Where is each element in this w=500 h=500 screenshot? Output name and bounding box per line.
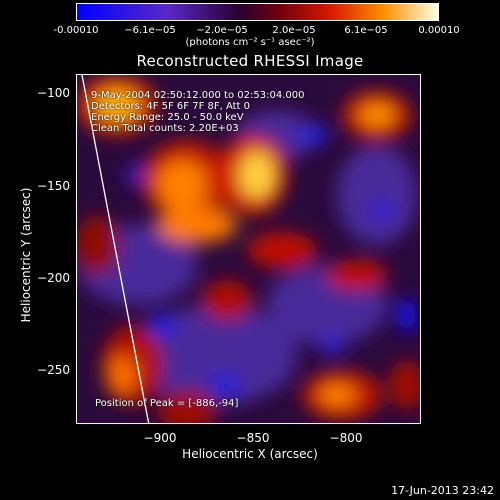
y-tick-label: −100 (37, 86, 70, 100)
colorbar-tick: -0.00010 (53, 25, 99, 36)
colorbar-tick: 6.1e−05 (344, 25, 388, 36)
x-axis-label: Heliocentric X (arcsec) (182, 447, 318, 461)
image-title: Reconstructed RHESSI Image (136, 52, 364, 70)
timestamp: 17-Jun-2013 23:42 (391, 484, 494, 497)
colorbar-gradient (77, 4, 438, 20)
peak-position-text: Position of Peak = [-886,-94] (95, 398, 239, 409)
image-blobs (77, 75, 420, 423)
y-tick-label: −150 (37, 179, 70, 193)
y-axis-label: Heliocentric Y (arcsec) (19, 187, 33, 323)
clean-counts-text: Clean Total counts: 2.20E+03 (91, 123, 239, 134)
rhessi-image: 9-May-2004 02:50:12.000 to 02:53:04.000 … (76, 74, 421, 424)
colorbar-tick: 0.00010 (418, 25, 460, 36)
y-tick-label: −250 (37, 363, 70, 377)
colorbar-tick: −2.0e−05 (196, 25, 248, 36)
colorbar (76, 3, 439, 21)
time-range-text: 9-May-2004 02:50:12.000 to 02:53:04.000 (91, 90, 305, 101)
x-tick-label: −850 (236, 431, 270, 445)
colorbar-tick: −6.1e−05 (124, 25, 176, 36)
x-tick-label: −800 (329, 431, 363, 445)
y-tick-label: −200 (37, 271, 70, 285)
colorbar-units: (photons cm⁻² s⁻¹ asec⁻²) (185, 37, 315, 48)
colorbar-tick: 2.0e−05 (272, 25, 316, 36)
detectors-text: Detectors: 4F 5F 6F 7F 8F, Att 0 (91, 101, 251, 112)
x-tick-label: −900 (143, 431, 177, 445)
energy-range-text: Energy Range: 25.0 - 50.0 keV (91, 112, 244, 123)
